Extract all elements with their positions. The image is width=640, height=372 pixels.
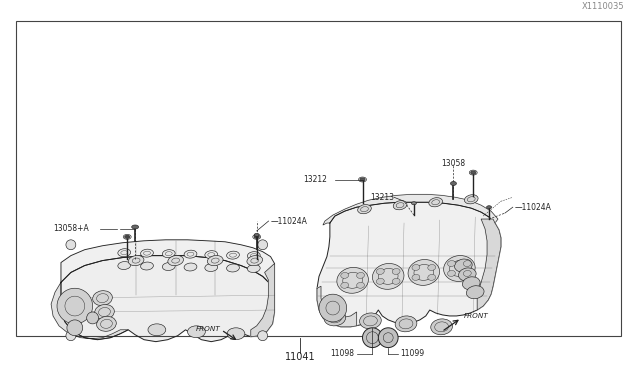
Polygon shape [477,219,501,310]
Polygon shape [323,194,498,225]
Polygon shape [61,240,275,293]
Polygon shape [61,256,275,341]
Bar [15,21,621,336]
Ellipse shape [227,264,239,272]
Ellipse shape [463,270,471,276]
Ellipse shape [467,286,484,299]
Ellipse shape [392,278,400,284]
Ellipse shape [428,264,436,270]
Circle shape [86,312,99,324]
Ellipse shape [340,272,349,278]
Ellipse shape [463,277,480,290]
Ellipse shape [412,275,420,280]
Ellipse shape [340,282,349,288]
Text: 11041: 11041 [285,352,316,362]
Ellipse shape [372,263,404,289]
Polygon shape [251,263,275,337]
Text: 13212: 13212 [303,175,327,184]
Ellipse shape [395,316,417,332]
Ellipse shape [247,251,260,260]
Ellipse shape [163,250,175,258]
Circle shape [57,288,93,324]
Ellipse shape [184,263,197,271]
Ellipse shape [451,182,456,186]
Ellipse shape [486,206,492,209]
Ellipse shape [412,202,417,205]
Ellipse shape [148,324,166,336]
Circle shape [67,320,83,336]
Ellipse shape [118,249,131,257]
Ellipse shape [168,256,184,266]
Ellipse shape [463,260,471,266]
Ellipse shape [431,319,452,335]
Polygon shape [51,282,128,340]
Text: 13213: 13213 [371,193,394,202]
Ellipse shape [128,256,144,266]
Ellipse shape [125,235,130,238]
Ellipse shape [163,263,175,270]
Circle shape [258,331,268,341]
Circle shape [66,331,76,341]
Circle shape [66,240,76,250]
Ellipse shape [188,326,205,338]
Ellipse shape [132,225,139,229]
Ellipse shape [227,251,239,259]
Ellipse shape [376,278,384,284]
Ellipse shape [247,264,260,272]
Ellipse shape [356,272,364,278]
Ellipse shape [447,260,456,266]
Ellipse shape [358,205,371,214]
Ellipse shape [93,291,113,306]
Ellipse shape [205,251,218,259]
Ellipse shape [207,256,223,266]
Ellipse shape [254,233,259,236]
Ellipse shape [454,259,472,272]
Text: X1110035: X1110035 [582,3,625,12]
Ellipse shape [471,171,476,174]
Text: 11099: 11099 [400,349,424,358]
Ellipse shape [447,270,456,276]
Ellipse shape [97,316,116,331]
Ellipse shape [247,256,262,266]
Circle shape [362,328,382,347]
Ellipse shape [376,269,384,275]
Ellipse shape [95,305,115,320]
Ellipse shape [458,268,476,281]
Ellipse shape [360,178,365,181]
Text: FRONT: FRONT [463,313,488,319]
Ellipse shape [408,260,440,285]
Ellipse shape [205,263,218,272]
Ellipse shape [428,275,436,280]
Ellipse shape [254,235,259,238]
Ellipse shape [227,328,245,340]
Polygon shape [317,202,501,327]
Ellipse shape [360,313,381,329]
Circle shape [378,328,398,347]
Circle shape [258,240,268,250]
Polygon shape [317,286,356,327]
Ellipse shape [392,269,400,275]
Ellipse shape [393,201,407,210]
Ellipse shape [324,310,346,326]
Ellipse shape [141,262,154,270]
Ellipse shape [118,262,131,269]
Ellipse shape [465,195,478,204]
Ellipse shape [412,264,420,270]
Text: —11024A: —11024A [271,217,307,225]
Ellipse shape [429,198,442,207]
Ellipse shape [184,250,197,258]
Text: 13058+A: 13058+A [53,224,89,234]
Ellipse shape [356,282,364,288]
Text: —11024A: —11024A [515,203,552,212]
Text: 11098: 11098 [331,349,355,358]
Ellipse shape [444,256,475,281]
Ellipse shape [141,249,154,257]
Ellipse shape [337,267,369,293]
Text: 13058: 13058 [442,159,466,168]
Circle shape [319,294,347,322]
Text: FRONT: FRONT [195,326,220,332]
